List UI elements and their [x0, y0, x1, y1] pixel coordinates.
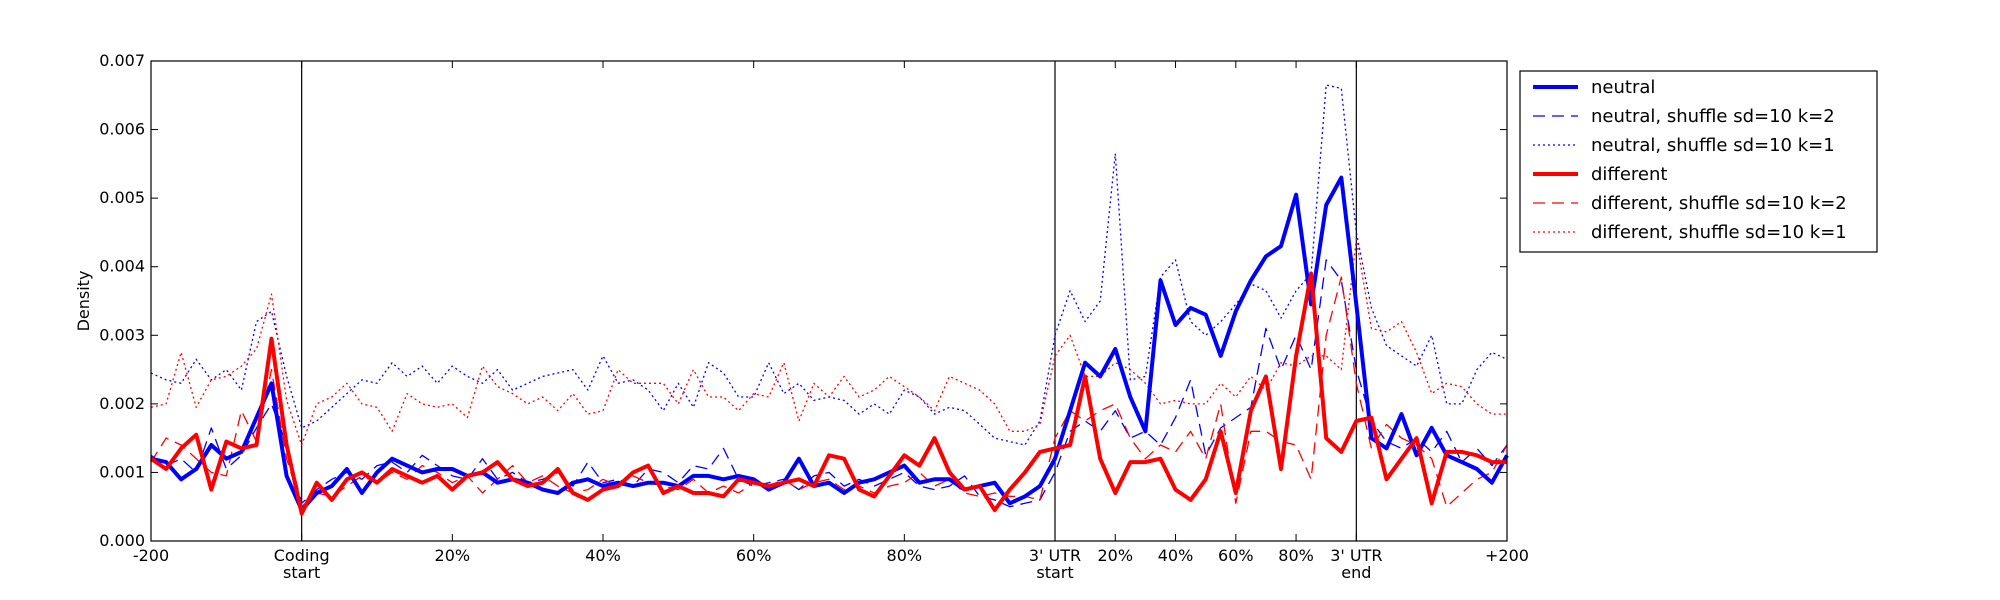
- legend-label: neutral: [1591, 77, 1655, 98]
- y-axis-label: Density: [74, 271, 93, 332]
- series-line: [150, 84, 1508, 446]
- x-tick-label: 80%: [887, 546, 923, 565]
- x-tick-label: 20%: [1097, 546, 1133, 565]
- legend-label: different, shuffle sd=10 k=2: [1591, 193, 1847, 214]
- x-tick-label-second-line: start: [283, 563, 320, 582]
- legend-label: neutral, shuffle sd=10 k=1: [1591, 135, 1835, 156]
- legend-label: different: [1591, 164, 1667, 185]
- x-tick-label: -200: [133, 546, 169, 565]
- y-tick-label: 0.003: [99, 325, 145, 344]
- x-tick-label: 40%: [1158, 546, 1194, 565]
- y-tick-label: 0.002: [99, 394, 145, 413]
- legend-label: different, shuffle sd=10 k=1: [1591, 222, 1847, 243]
- x-tick-label: 3' UTR: [1330, 546, 1382, 565]
- x-tick-label: +200: [1485, 546, 1529, 565]
- legend: neutral neutral, shuffle sd=10 k=2 neutral…: [1519, 70, 1878, 253]
- legend-label: neutral, shuffle sd=10 k=2: [1591, 106, 1835, 127]
- y-tick-label: 0.006: [99, 120, 145, 139]
- legend-box: [1519, 70, 1878, 253]
- y-tick-label: 0.001: [99, 462, 145, 481]
- x-tick-label-second-line: end: [1341, 563, 1371, 582]
- series-line: [150, 238, 1507, 446]
- x-tick-label: 20%: [435, 546, 471, 565]
- y-tick-label: 0.005: [99, 188, 145, 207]
- plot-frame: [150, 60, 1508, 542]
- series-line: [150, 175, 1509, 513]
- x-tick-label: 3' UTR: [1029, 546, 1081, 565]
- y-tick-label: 0.007: [99, 51, 145, 70]
- y-tick-label: 0.004: [99, 257, 145, 276]
- x-tick-label: 60%: [1218, 546, 1254, 565]
- x-tick-label: Coding: [274, 546, 330, 565]
- y-tick-label: 0.000: [99, 531, 145, 550]
- x-tick-label: 80%: [1278, 546, 1314, 565]
- x-tick-label: 60%: [736, 546, 772, 565]
- x-tick-label: 40%: [585, 546, 621, 565]
- series-line: [149, 271, 1507, 516]
- x-tick-label-second-line: start: [1036, 563, 1073, 582]
- series-line: [150, 259, 1508, 508]
